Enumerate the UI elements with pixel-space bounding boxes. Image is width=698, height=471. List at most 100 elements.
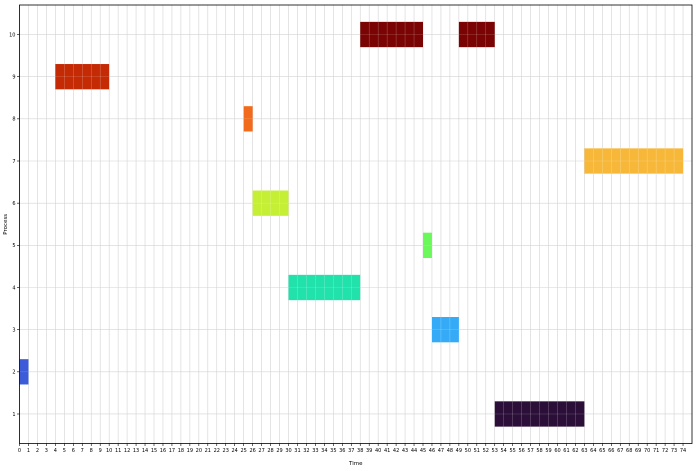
x-tick-label: 25 xyxy=(240,448,246,454)
x-tick-label: 32 xyxy=(303,448,309,454)
x-tick-label: 69 xyxy=(635,448,641,454)
y-tick-label: 2 xyxy=(12,370,15,376)
x-axis-label: Time xyxy=(348,461,363,467)
y-tick-label: 9 xyxy=(12,74,15,80)
x-tick-label: 33 xyxy=(312,448,318,454)
task-bar-process-9 xyxy=(55,64,110,90)
x-tick-label: 74 xyxy=(680,448,686,454)
x-tick-label: 45 xyxy=(420,448,426,454)
x-tick-label: 35 xyxy=(330,448,336,454)
x-tick-label: 44 xyxy=(411,448,417,454)
x-tick-label: 24 xyxy=(232,448,238,454)
x-tick-label: 60 xyxy=(554,448,560,454)
x-axis-ticks: 0 1 2 3 4 5 6 7 8 9 10 11 12 13 14 15 16 17 18 19 20 21 22 23 24… xyxy=(18,443,686,454)
x-tick-label: 27 xyxy=(258,448,264,454)
x-tick-label: 50 xyxy=(465,448,471,454)
y-tick-label: 10 xyxy=(9,32,15,38)
x-tick-label: 66 xyxy=(608,448,614,454)
x-tick-label: 12 xyxy=(124,448,130,454)
x-tick-label: 28 xyxy=(267,448,273,454)
x-tick-label: 56 xyxy=(518,448,524,454)
x-tick-label: 55 xyxy=(509,448,515,454)
x-tick-label: 68 xyxy=(626,448,632,454)
x-tick-label: 70 xyxy=(644,448,650,454)
x-tick-label: 48 xyxy=(447,448,453,454)
x-tick-label: 4 xyxy=(54,448,57,454)
x-tick-label: 41 xyxy=(384,448,390,454)
x-tick-label: 40 xyxy=(375,448,381,454)
x-tick-label: 49 xyxy=(456,448,462,454)
y-tick-label: 5 xyxy=(12,243,15,249)
y-axis-label: Process xyxy=(3,214,9,235)
x-tick-label: 53 xyxy=(492,448,498,454)
x-tick-label: 13 xyxy=(133,448,139,454)
x-tick-label: 47 xyxy=(438,448,444,454)
x-tick-label: 39 xyxy=(366,448,372,454)
x-tick-label: 9 xyxy=(99,448,102,454)
x-tick-label: 42 xyxy=(393,448,399,454)
x-tick-label: 31 xyxy=(294,448,300,454)
x-tick-label: 10 xyxy=(106,448,112,454)
x-tick-label: 58 xyxy=(536,448,542,454)
x-tick-label: 51 xyxy=(474,448,480,454)
x-tick-label: 63 xyxy=(581,448,587,454)
x-tick-label: 11 xyxy=(115,448,121,454)
y-tick-label: 1 xyxy=(12,412,15,418)
task-bars xyxy=(19,21,684,427)
x-tick-label: 1 xyxy=(27,448,30,454)
x-tick-label: 17 xyxy=(169,448,175,454)
y-tick-label: 7 xyxy=(12,159,15,165)
x-tick-label: 37 xyxy=(348,448,354,454)
x-tick-label: 14 xyxy=(142,448,148,454)
x-tick-label: 26 xyxy=(249,448,255,454)
x-tick-label: 64 xyxy=(590,448,596,454)
x-tick-label: 54 xyxy=(501,448,507,454)
x-tick-label: 5 xyxy=(63,448,66,454)
x-tick-label: 52 xyxy=(483,448,489,454)
x-tick-label: 8 xyxy=(90,448,93,454)
x-tick-label: 67 xyxy=(617,448,623,454)
task-bar-process-10 xyxy=(360,21,423,48)
x-tick-label: 72 xyxy=(662,448,668,454)
x-tick-label: 21 xyxy=(205,448,211,454)
x-tick-label: 46 xyxy=(429,448,435,454)
task-bar-process-3 xyxy=(431,317,459,343)
x-tick-label: 15 xyxy=(151,448,157,454)
x-tick-label: 38 xyxy=(357,448,363,454)
task-bar-process-6 xyxy=(252,190,289,216)
x-tick-label: 29 xyxy=(276,448,282,454)
x-tick-label: 7 xyxy=(81,448,84,454)
x-tick-label: 22 xyxy=(214,448,220,454)
x-tick-label: 43 xyxy=(402,448,408,454)
task-bar-process-7 xyxy=(584,148,684,174)
x-tick-label: 2 xyxy=(36,448,39,454)
task-bar-process-2 xyxy=(19,359,29,385)
x-tick-label: 20 xyxy=(196,448,202,454)
x-tick-label: 18 xyxy=(178,448,184,454)
x-tick-label: 30 xyxy=(285,448,291,454)
task-bar-process-8 xyxy=(243,106,253,132)
x-tick-label: 61 xyxy=(563,448,569,454)
x-tick-label: 59 xyxy=(545,448,551,454)
x-tick-label: 62 xyxy=(572,448,578,454)
task-bar-process-5 xyxy=(423,232,432,258)
x-tick-label: 16 xyxy=(160,448,166,454)
task-bar-process-1 xyxy=(494,401,585,427)
plot-frame xyxy=(19,4,693,444)
task-bar-process-10 xyxy=(458,21,495,48)
x-tick-label: 71 xyxy=(653,448,659,454)
x-tick-label: 23 xyxy=(223,448,229,454)
x-tick-label: 36 xyxy=(339,448,345,454)
x-tick-label: 3 xyxy=(45,448,48,454)
x-tick-label: 6 xyxy=(72,448,75,454)
x-tick-label: 19 xyxy=(187,448,193,454)
y-tick-label: 6 xyxy=(12,201,15,207)
x-tick-label: 0 xyxy=(18,448,21,454)
y-tick-label: 8 xyxy=(12,117,15,123)
y-axis-ticks: 1 2 3 4 5 6 7 8 9 10 xyxy=(9,32,20,418)
x-tick-label: 34 xyxy=(321,448,327,454)
x-tick-label: 73 xyxy=(671,448,677,454)
y-tick-label: 4 xyxy=(12,285,15,291)
